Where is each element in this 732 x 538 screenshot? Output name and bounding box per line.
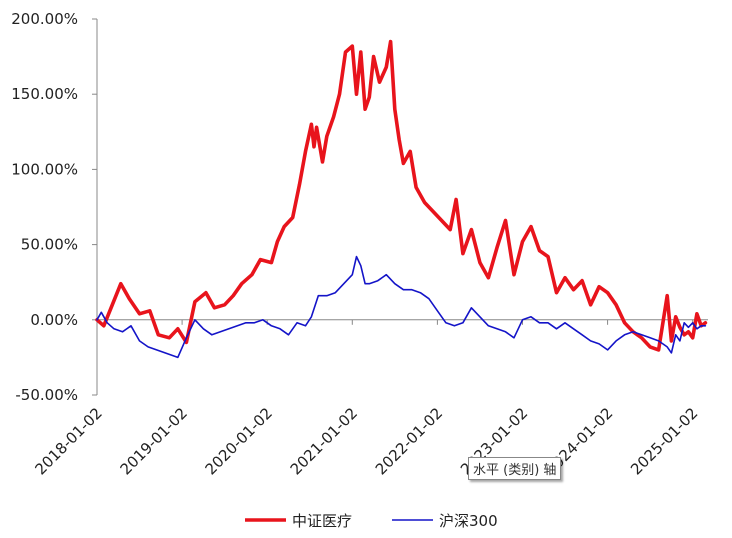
x-tick-label: 2019-01-02	[117, 404, 191, 478]
x-tick-label: 2022-01-02	[372, 404, 446, 478]
y-tick-label: 50.00%	[21, 236, 78, 254]
legend-label-0: 中证医疗	[292, 512, 352, 530]
x-tick-label: 2021-01-02	[287, 404, 361, 478]
legend-label-1: 沪深300	[439, 512, 498, 530]
y-tick-label: -50.00%	[15, 386, 78, 404]
y-tick-label: 150.00%	[11, 85, 78, 103]
y-tick-label: 100.00%	[11, 160, 78, 178]
x-tick-label: 2018-01-02	[31, 404, 105, 478]
legend: 中证医疗 沪深300	[245, 512, 498, 530]
series-line-1	[96, 255, 707, 359]
x-axis: 2018-01-02 2019-01-02 2020-01-02 2021-01-02…	[31, 319, 708, 478]
y-axis: 200.00% 150.00% 100.00% 50.00% 0.00% -50.00%	[11, 10, 98, 404]
x-tick-label: 2025-01-02	[627, 404, 701, 478]
series-line-0	[95, 39, 708, 352]
y-tick-label: 200.00%	[11, 10, 78, 28]
series-layer	[95, 39, 708, 359]
axis-tooltip: 水平 (类别) 轴	[468, 457, 562, 480]
x-tick-label: 2020-01-02	[202, 404, 276, 478]
y-tick-label: 0.00%	[30, 311, 78, 329]
